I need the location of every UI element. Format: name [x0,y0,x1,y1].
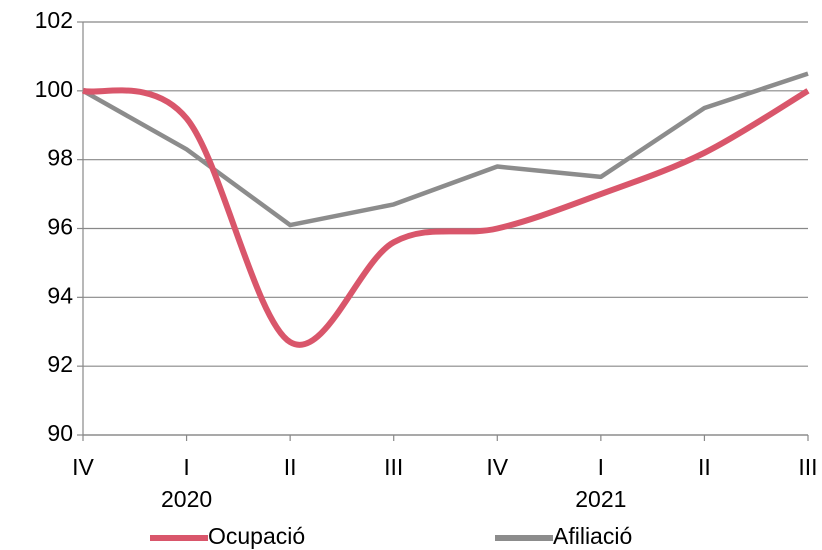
y-tick-label: 100 [35,76,73,102]
series-line [81,71,809,228]
x-tick-label: I [183,454,189,480]
x-tick-label: IV [72,454,94,480]
series-line [82,87,810,348]
y-tick-label: 94 [47,282,73,308]
year-label: 2021 [575,486,626,512]
y-tick-label: 90 [47,420,73,446]
y-tick-label: 92 [47,351,73,377]
x-tick-label: IV [486,454,508,480]
x-tick-label: II [284,454,297,480]
legend-label: Afiliació [553,523,632,549]
x-tick-label: III [384,454,403,480]
legend-label: Ocupació [208,523,305,549]
x-tick-label: II [698,454,711,480]
y-tick-label: 98 [47,145,73,171]
y-tick-label: 102 [35,7,73,33]
x-tick-label: I [598,454,604,480]
year-label: 2020 [161,486,212,512]
y-tick-label: 96 [47,214,73,240]
x-tick-label: III [798,454,817,480]
